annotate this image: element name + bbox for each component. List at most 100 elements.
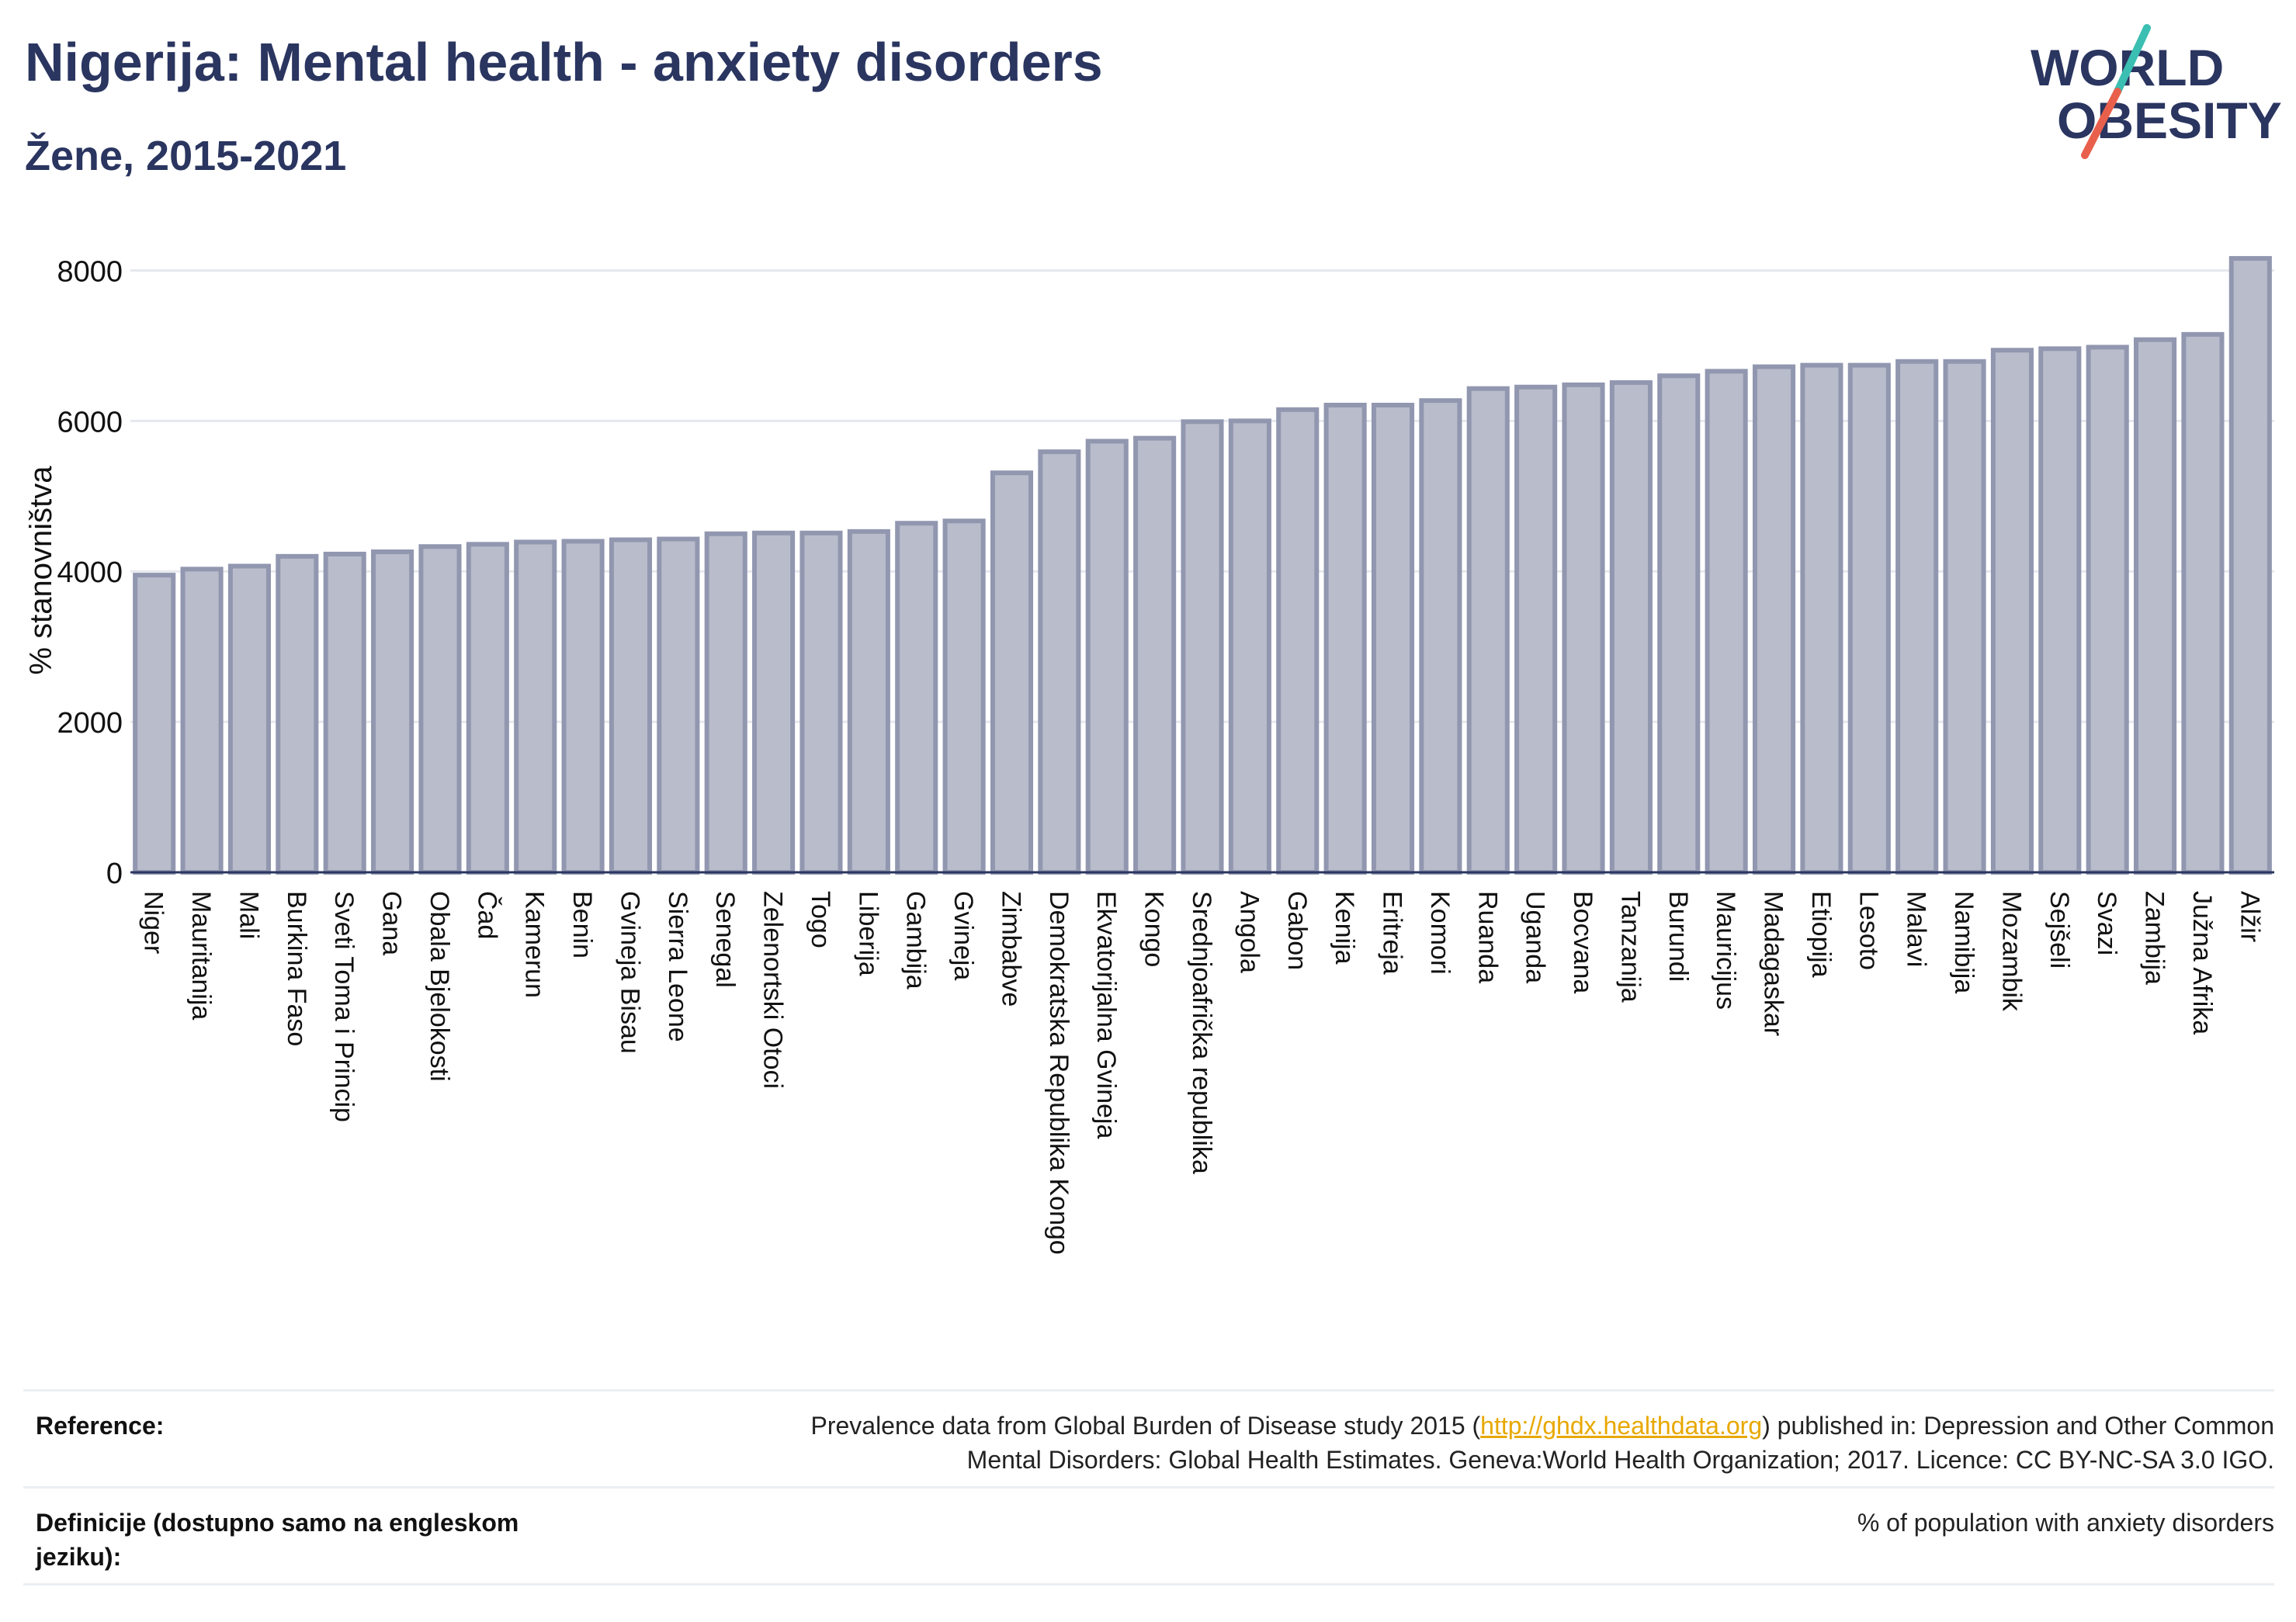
reference-post: ) published in: Depression and Other Com… [1762, 1412, 2274, 1440]
y-tick-label: 6000 [57, 406, 123, 438]
page-title: Nigerija: Mental health - anxiety disord… [25, 32, 1103, 92]
x-tick-label: Svazi [2092, 891, 2121, 955]
bar [561, 539, 605, 875]
x-tick-label: Zelenortski Otoci [758, 891, 788, 1089]
definition-text: % of population with anxiety disorders [1857, 1509, 2274, 1537]
bar [180, 567, 224, 875]
y-axis-label: % stanovništva [24, 466, 58, 675]
y-tick-label: 0 [106, 858, 123, 890]
x-tick-label: Mali [234, 891, 263, 939]
bar [895, 521, 938, 875]
x-tick-label: Sierra Leone [663, 891, 692, 1042]
reference-line-1: Prevalence data from Global Burden of Di… [810, 1409, 2274, 1443]
bar [1323, 402, 1367, 875]
x-tick-label: Togo [806, 891, 835, 948]
x-tick-label: Burundi [1663, 891, 1693, 982]
x-tick-label: Južna Afrika [2187, 891, 2217, 1035]
x-tick-label: Niger [139, 891, 168, 954]
bar [1181, 419, 1224, 875]
reference-pre: Prevalence data from Global Burden of Di… [810, 1412, 1481, 1440]
bar [1847, 362, 1891, 875]
bar [1752, 364, 1796, 875]
x-tick-label: Zimbabve [996, 891, 1025, 1007]
bar [1705, 369, 1748, 875]
bar [1133, 435, 1177, 875]
bar [1371, 402, 1415, 875]
x-tick-label: Čad [472, 891, 501, 939]
bar [1943, 359, 1986, 875]
bar [657, 536, 700, 875]
bars [133, 255, 2272, 875]
bar [418, 544, 462, 875]
x-tick-label: Lesoto [1854, 891, 1883, 970]
bar [799, 530, 843, 875]
x-tick-label: Mozambik [1996, 891, 2026, 1012]
x-tick-label: Srednjoafrička republika [1187, 891, 1216, 1174]
x-tick-label: Burkina Faso [282, 891, 311, 1046]
reference-link[interactable]: http://ghdx.healthdata.org [1480, 1412, 1763, 1440]
y-tick-labels: 0 2000 4000 6000 8000 [57, 255, 123, 890]
bar-chart: Niger Mauritanija Mali Burkina Faso Sveti To… [24, 255, 2274, 1255]
bar [1514, 384, 1558, 875]
bar [371, 549, 414, 875]
x-tick-label: Sejšeli [2045, 891, 2074, 969]
y-tick-label: 4000 [57, 556, 123, 589]
bar [227, 563, 271, 875]
logo-slash-red [2081, 88, 2121, 159]
bar [1228, 418, 1271, 875]
x-tick-label: Mauricijus [1711, 891, 1740, 1010]
x-tick-label: Bocvana [1568, 891, 1597, 993]
definition-label: Definicije (dostupno samo na engleskom j… [36, 1506, 519, 1574]
footer-definition-row: Definicije (dostupno samo na engleskom j… [23, 1486, 2274, 1586]
bar [1276, 407, 1320, 875]
reference-label: Reference: [36, 1412, 165, 1440]
bar [2086, 345, 2129, 875]
x-tick-label: Tanzanija [1615, 891, 1645, 1003]
x-tick-label: Liberija [853, 891, 883, 976]
bar [1895, 359, 1939, 875]
x-tick-label: Zambija [2140, 891, 2169, 985]
y-tick-label: 8000 [57, 255, 123, 288]
bar [2228, 255, 2272, 875]
bar [1562, 382, 1605, 875]
x-tick-label: Ruanda [1472, 891, 1502, 983]
x-tick-label: Kamerun [520, 891, 550, 998]
logo-slash-teal [2114, 24, 2151, 95]
bar [1085, 438, 1129, 875]
bar [1419, 398, 1462, 875]
x-tick-label: Kenija [1330, 891, 1359, 965]
bar [2181, 331, 2225, 875]
bar [2134, 337, 2177, 875]
reference-text: Prevalence data from Global Burden of Di… [810, 1409, 2274, 1477]
definition-label-line-1: Definicije (dostupno samo na engleskom [36, 1509, 519, 1537]
bar [1990, 348, 2034, 875]
x-tick-label: Uganda [1521, 891, 1550, 983]
x-tick-label: Gabon [1282, 891, 1312, 970]
definition-label-line-2: jeziku): [36, 1543, 122, 1571]
x-tick-label: Namibija [1949, 891, 1979, 993]
x-tick-label: Gambija [901, 891, 931, 989]
bar [1657, 373, 1701, 875]
bar [1800, 362, 1843, 875]
footer-reference-row: Reference: Prevalence data from Global B… [23, 1389, 2274, 1486]
bar [133, 573, 176, 875]
x-tick-label: Gvineja Bisau [615, 891, 644, 1054]
x-tick-label: Alžir [2235, 891, 2264, 942]
x-tick-label: Demokratska Republika Kongo [1044, 891, 1073, 1255]
bar [1466, 386, 1510, 875]
x-tick-label: Gvineja [949, 891, 978, 980]
x-tick-labels: Niger Mauritanija Mali Burkina Faso Sveti To… [139, 891, 2265, 1255]
bar [323, 551, 366, 875]
x-tick-label: Eritreja [1378, 891, 1407, 975]
y-tick-label: 2000 [57, 707, 123, 740]
x-tick-label: Madagaskar [1759, 891, 1788, 1036]
x-tick-label: Mauritanija [186, 891, 216, 1020]
bar [942, 518, 986, 875]
reference-line-2: Mental Disorders: Global Health Estimate… [966, 1446, 2274, 1474]
x-tick-label: Ekvatorijalna Gvineja [1091, 891, 1121, 1139]
bar [276, 553, 319, 875]
bar [704, 531, 747, 875]
x-tick-label: Malavi [1902, 891, 1931, 967]
bar [1038, 449, 1081, 875]
x-tick-label: Sveti Toma i Princip [329, 891, 359, 1122]
